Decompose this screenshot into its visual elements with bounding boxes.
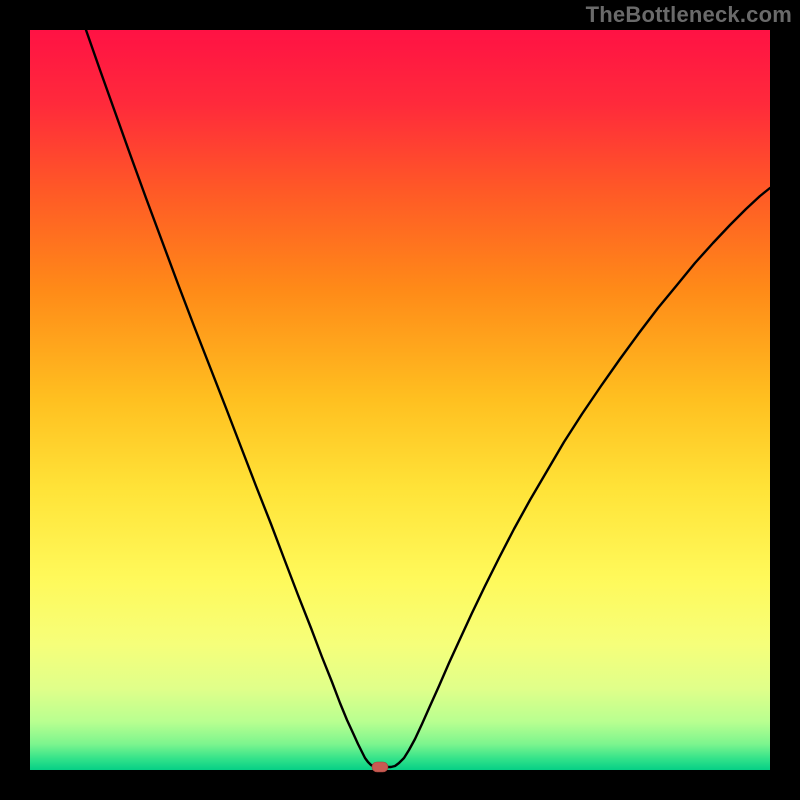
chart-stage: TheBottleneck.com [0,0,800,800]
plot-background-gradient [30,30,770,770]
bottleneck-chart [0,0,800,800]
watermark-text: TheBottleneck.com [586,2,792,28]
optimal-point-marker [372,762,388,772]
